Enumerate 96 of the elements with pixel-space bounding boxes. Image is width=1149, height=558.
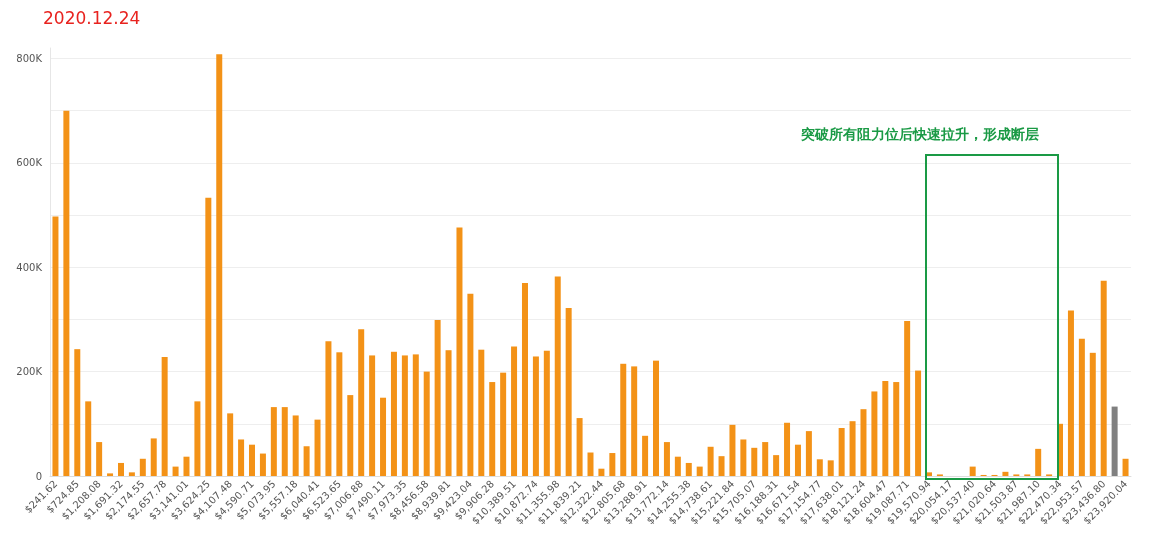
bar: [696, 466, 703, 476]
bar: [751, 447, 758, 476]
bar: [915, 370, 922, 476]
bar: [521, 282, 528, 476]
annotation: 突破所有阻力位后快速拉升，形成断层: [801, 126, 1039, 144]
bar: [773, 455, 780, 476]
bar: [292, 415, 299, 476]
bar: [1035, 448, 1042, 476]
bar: [816, 459, 823, 476]
bar: [805, 431, 812, 476]
bar: [729, 424, 736, 476]
bar: [838, 427, 845, 476]
bar: [685, 462, 692, 476]
bar: [161, 357, 168, 476]
bar: [860, 409, 867, 476]
bar: [380, 397, 387, 476]
bar: [762, 442, 769, 476]
bar: [314, 419, 321, 476]
chart-title: 2020.12.24: [43, 7, 141, 28]
bar: [63, 110, 70, 476]
bar: [500, 372, 507, 476]
y-tick-label: 200K: [16, 366, 43, 378]
bar: [238, 439, 245, 476]
bar: [139, 458, 146, 476]
bar: [1122, 458, 1129, 476]
bar: [358, 329, 365, 476]
bar: [347, 395, 354, 476]
bar: [74, 349, 81, 476]
bar: [390, 351, 397, 476]
bar: [620, 363, 627, 476]
bar: [740, 439, 747, 476]
bar: [216, 54, 223, 476]
bar: [150, 438, 157, 476]
bar: [107, 473, 114, 476]
bar: [85, 401, 92, 476]
bar: [194, 401, 201, 476]
bar: [489, 382, 496, 476]
bar: [849, 421, 856, 476]
bar: [511, 346, 518, 476]
bar: [270, 407, 277, 476]
bar: [871, 391, 878, 476]
bar: [609, 453, 616, 476]
bar: [893, 382, 900, 476]
bar: [1078, 338, 1085, 476]
bar: [707, 446, 714, 476]
bar: [631, 366, 638, 476]
bar: [543, 350, 550, 476]
y-tick-label: 600K: [16, 157, 43, 169]
bar: [1111, 406, 1118, 476]
bar: [401, 355, 408, 476]
bar: [303, 446, 310, 476]
bar: [674, 456, 681, 476]
bar: [653, 360, 660, 476]
bar: [183, 456, 190, 476]
bar: [336, 352, 343, 476]
bar: [1002, 471, 1009, 476]
bar: [423, 371, 430, 476]
bar: [456, 227, 463, 476]
bar: [587, 452, 594, 476]
bar: [249, 444, 256, 476]
bar: [478, 349, 485, 476]
bar: [598, 468, 605, 476]
bar: [281, 407, 288, 476]
bar: [794, 444, 801, 476]
bar: [784, 422, 791, 476]
y-tick-label: 400K: [16, 261, 43, 273]
y-tick-label: 800K: [16, 52, 43, 64]
bar: [882, 381, 889, 476]
bar: [325, 341, 332, 476]
bar: [445, 350, 452, 476]
bar: [96, 442, 103, 476]
bar: [576, 418, 583, 476]
bar: [565, 307, 572, 476]
bar: [718, 456, 725, 476]
bar: [663, 442, 670, 476]
bar: [227, 413, 234, 476]
bar: [1100, 280, 1107, 476]
y-tick-label: 0: [35, 470, 42, 482]
bar: [467, 293, 474, 476]
bar: [904, 320, 911, 476]
bar: [259, 453, 266, 476]
bar: [554, 276, 561, 476]
bar: [172, 466, 179, 476]
bar: [369, 355, 376, 476]
bar: [969, 466, 976, 476]
bar: [1089, 352, 1096, 476]
bar: [117, 462, 124, 476]
bar: [827, 460, 834, 476]
bar: [205, 197, 212, 476]
bar: [128, 472, 135, 476]
bar: [412, 354, 419, 476]
bar: [434, 319, 441, 476]
bar: [52, 216, 59, 476]
bar: [642, 435, 649, 476]
bar: [1067, 310, 1074, 476]
bar: [532, 356, 539, 476]
